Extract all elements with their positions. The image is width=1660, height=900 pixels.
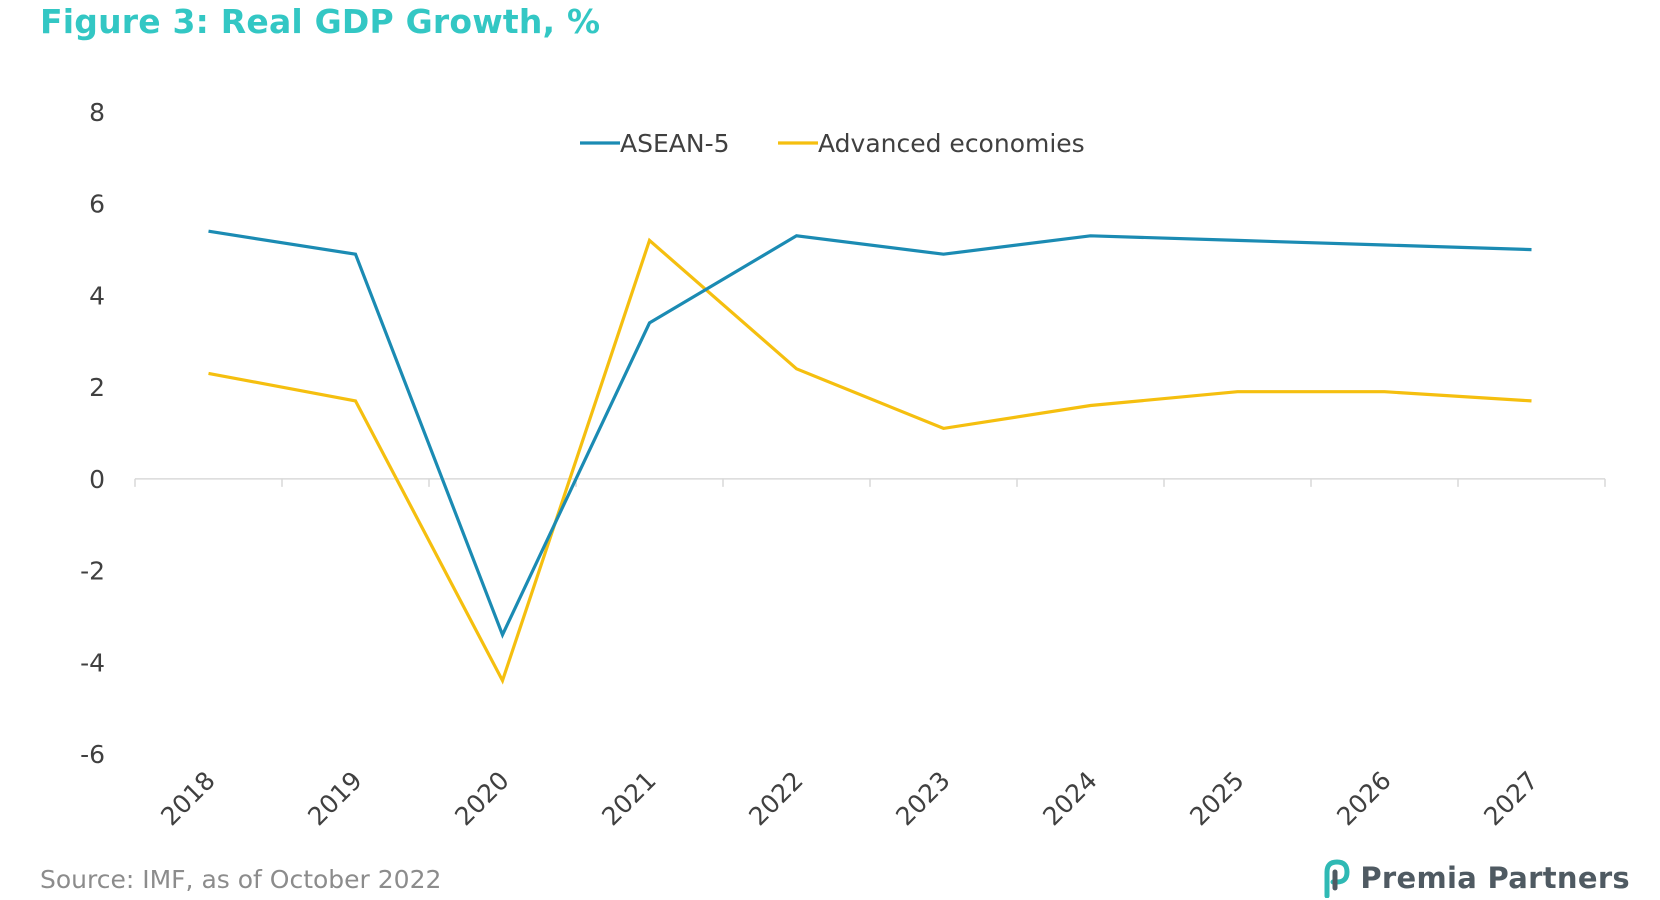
x-tick-label: 2025 (1184, 766, 1249, 831)
x-tick-label: 2019 (302, 766, 367, 831)
y-tick-label: -6 (80, 740, 105, 769)
x-tick-label: 2024 (1037, 766, 1102, 831)
x-tick-label: 2026 (1331, 766, 1396, 831)
series-lines (208, 229, 1532, 685)
x-tick-label: 2018 (155, 766, 220, 831)
series-line-advanced-economies (208, 237, 1532, 685)
legend-label: Advanced economies (818, 129, 1085, 158)
chart-title: Figure 3: Real GDP Growth, % (40, 2, 601, 41)
y-axis: 8 6 4 2 0 -2 -4 -6 (80, 98, 105, 769)
y-tick-label: -2 (80, 557, 105, 586)
y-tick-label: 8 (89, 98, 105, 127)
premia-partners-logo: Premia Partners (1318, 858, 1630, 898)
x-tick-label: 2027 (1478, 766, 1543, 831)
legend-label: ASEAN-5 (620, 129, 730, 158)
legend: ASEAN-5 Advanced economies (580, 129, 1085, 158)
y-tick-label: 0 (89, 465, 105, 494)
premia-logo-icon (1324, 859, 1350, 898)
x-tick-label: 2021 (596, 766, 661, 831)
y-tick-label: 2 (89, 373, 105, 402)
x-tick-label: 2023 (890, 766, 955, 831)
y-tick-label: 6 (89, 190, 105, 219)
source-note: Source: IMF, as of October 2022 (40, 865, 442, 894)
series-line-asean-5 (208, 229, 1532, 639)
logo-text: Premia Partners (1360, 861, 1630, 895)
x-tick-label: 2022 (743, 766, 808, 831)
x-axis: 2018 2019 2020 2021 2022 2023 2024 2025 2026 2027 (134, 478, 1606, 831)
y-tick-label: 4 (89, 281, 105, 310)
x-tick-label: 2020 (449, 766, 514, 831)
y-tick-label: -4 (80, 648, 105, 677)
